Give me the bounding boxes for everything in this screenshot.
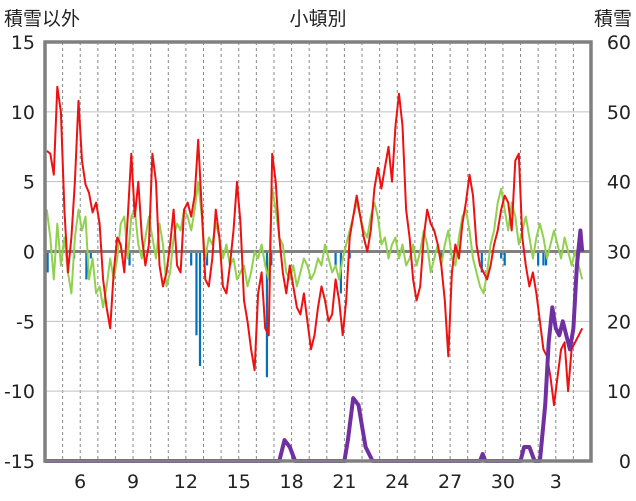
precip-bar [265, 251, 269, 378]
x-tick-label: 27 [438, 471, 462, 493]
left-tick-label: -15 [4, 451, 35, 473]
x-tick-label: 9 [127, 471, 139, 493]
precip-bar [480, 251, 483, 273]
right-tick-label: 60 [607, 32, 631, 54]
plot-frame [43, 40, 593, 463]
precip-bar [46, 251, 49, 273]
right-tick-label: 50 [607, 102, 631, 124]
precip-bar [128, 251, 131, 266]
left-tick-label: -5 [16, 311, 35, 333]
left-tick-label: 5 [23, 172, 35, 194]
right-tick-label: 40 [607, 172, 631, 194]
right-tick-label: 30 [607, 242, 631, 264]
x-tick-label: 3 [550, 471, 562, 493]
x-tick-label: 30 [491, 471, 515, 493]
precip-bar [503, 251, 506, 266]
precip-bar [334, 251, 337, 266]
series-lines [45, 85, 585, 463]
right-axis-title: 積雪 [594, 8, 632, 30]
precip-bar [89, 251, 92, 259]
precip-bar [270, 251, 273, 266]
x-tick-label: 24 [385, 471, 409, 493]
precip-bars [46, 251, 548, 378]
x-tick-label: 15 [227, 471, 251, 493]
left-tick-label: -10 [4, 381, 35, 403]
precip-bar [190, 251, 193, 266]
precip-bar [537, 251, 540, 266]
right-tick-label: 10 [607, 381, 631, 403]
precip-bar [195, 251, 198, 336]
precip-bar [205, 251, 209, 266]
wind-line [45, 180, 584, 309]
x-tick-label: 18 [279, 471, 303, 493]
precip-bar [85, 251, 88, 280]
right-tick-label: 0 [619, 451, 631, 473]
gridlines [45, 42, 591, 461]
right-tick-label: 20 [607, 311, 631, 333]
left-tick-label: 10 [11, 102, 35, 124]
precip-bar [542, 251, 545, 266]
precip-bar [440, 251, 443, 259]
precip-bar [198, 251, 202, 367]
x-tick-label: 6 [74, 471, 86, 493]
precip-bar [500, 251, 503, 259]
chart-title: 小頓別 [289, 8, 346, 30]
temperature-line [46, 85, 584, 407]
left-tick-label: 0 [23, 242, 35, 264]
x-tick-label: 21 [332, 471, 356, 493]
x-tick-label: 12 [174, 471, 198, 493]
left-axis-title: 積雪以外 [4, 8, 80, 30]
snow-depth-line [45, 228, 585, 463]
left-tick-label: 15 [11, 32, 35, 54]
